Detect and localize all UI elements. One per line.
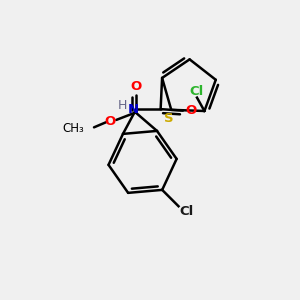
Text: O: O: [104, 115, 116, 128]
Text: H: H: [118, 99, 128, 112]
Text: Cl: Cl: [190, 85, 204, 98]
Text: O: O: [186, 104, 197, 117]
Text: O: O: [130, 80, 142, 93]
Text: CH₃: CH₃: [63, 122, 85, 135]
Text: N: N: [128, 103, 139, 116]
Text: S: S: [164, 112, 174, 125]
Text: Cl: Cl: [179, 205, 194, 218]
